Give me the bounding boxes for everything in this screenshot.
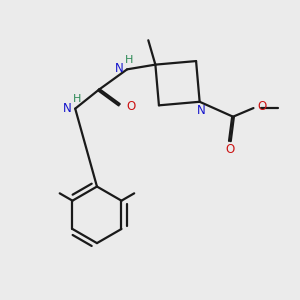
Text: O: O bbox=[126, 100, 136, 113]
Text: H: H bbox=[125, 55, 133, 64]
Text: O: O bbox=[225, 143, 235, 156]
Text: N: N bbox=[62, 102, 71, 115]
Text: O: O bbox=[257, 100, 267, 113]
Text: N: N bbox=[115, 62, 124, 76]
Text: N: N bbox=[196, 104, 205, 117]
Text: H: H bbox=[73, 94, 81, 104]
